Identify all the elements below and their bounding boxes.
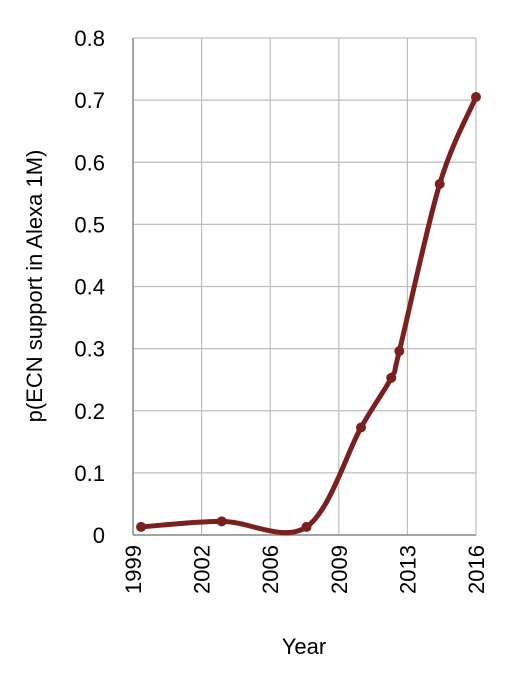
data-point: [394, 346, 405, 357]
x-tick-label: 2006: [258, 545, 283, 594]
series-line: [138, 94, 479, 536]
y-tick-label: 0: [93, 523, 105, 548]
y-tick-label: 0.8: [74, 26, 105, 51]
y-tick-label: 0.5: [74, 212, 105, 237]
data-point: [471, 92, 481, 103]
y-axis-title: p(ECN support in Alexa 1M): [22, 150, 47, 423]
data-point: [301, 521, 312, 532]
x-tick-label: 2013: [395, 545, 420, 594]
data-point: [136, 521, 147, 532]
x-tick-label: 1999: [121, 545, 146, 594]
data-points: [136, 92, 481, 532]
x-tick-label: 2002: [190, 545, 215, 594]
y-tick-label: 0.3: [74, 337, 105, 362]
data-point: [434, 178, 445, 189]
x-tick-labels: 1999 2002 2006 2009 2013 2016: [121, 545, 489, 594]
data-point: [216, 516, 227, 527]
data-point: [386, 372, 397, 383]
y-tick-labels: 0 0.1 0.2 0.3 0.4 0.5 0.6 0.7 0.8: [74, 26, 105, 548]
x-tick-label: 2016: [464, 545, 489, 594]
y-tick-label: 0.2: [74, 399, 105, 424]
axes: [132, 38, 476, 536]
y-tick-label: 0.4: [74, 275, 105, 300]
y-tick-label: 0.1: [74, 461, 105, 486]
grid: [132, 37, 477, 536]
x-tick-label: 2009: [327, 545, 352, 594]
series: [138, 94, 479, 536]
y-tick-label: 0.6: [74, 150, 105, 175]
y-tick-label: 0.7: [74, 88, 105, 113]
x-axis-title: Year: [282, 634, 326, 659]
data-point: [355, 422, 366, 433]
